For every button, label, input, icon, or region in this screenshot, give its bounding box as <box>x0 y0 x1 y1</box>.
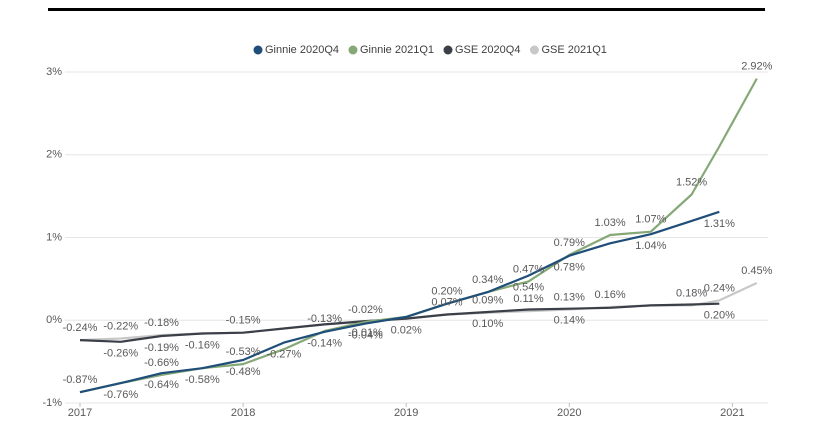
data-label: -0.24% <box>63 322 98 334</box>
series-line <box>79 302 720 343</box>
data-label: 0.34% <box>472 274 503 286</box>
legend-label: Ginnie 2021Q1 <box>360 44 434 56</box>
x-tick-label: 2019 <box>394 407 418 419</box>
data-label: 1.07% <box>635 214 666 226</box>
data-label: 0.16% <box>594 289 625 301</box>
data-label: 0.79% <box>554 237 585 249</box>
data-label: -0.87% <box>63 374 98 386</box>
legend-marker <box>253 45 263 55</box>
legend-label: GSE 2021Q1 <box>541 44 606 56</box>
data-label: -0.64% <box>144 379 179 391</box>
grid: -1% 0% 1% 2% 3% 2017 2018 2019 2020 2021 <box>42 66 768 419</box>
labels: -0.76% -0.64% -0.58% -0.48% -0.27% -0.14% -0.0… <box>63 61 773 402</box>
legend-label: Ginnie 2020Q4 <box>265 44 339 56</box>
y-tick-label: 1% <box>46 231 62 243</box>
top-rule <box>48 8 765 11</box>
data-label: -0.66% <box>144 357 179 369</box>
x-tick-label: 2021 <box>720 407 744 419</box>
data-label: -0.58% <box>185 374 220 386</box>
data-label: 0.09% <box>472 295 503 307</box>
data-label: -0.01% <box>348 327 383 339</box>
data-label: -0.76% <box>103 389 138 401</box>
data-label: 0.47% <box>513 263 544 275</box>
data-label: 1.04% <box>635 240 666 252</box>
data-label: 0.20% <box>704 310 735 322</box>
x-tick-label: 2017 <box>68 407 92 419</box>
data-label: 0.14% <box>554 315 585 327</box>
legend: Ginnie 2020Q4 Ginnie 2021Q1 GSE 2020Q4 GSE … <box>253 44 607 56</box>
data-label: 0.11% <box>513 293 544 305</box>
data-label: 1.03% <box>594 217 625 229</box>
data-label: -0.14% <box>307 338 342 350</box>
lines <box>79 78 758 394</box>
data-label: 2.92% <box>741 61 772 73</box>
data-label: -0.27% <box>266 348 301 360</box>
y-tick-label: 3% <box>46 66 62 78</box>
data-label: -0.13% <box>307 313 342 325</box>
data-label: -0.02% <box>348 304 383 316</box>
y-tick-label: 0% <box>46 314 62 326</box>
series-line <box>79 78 758 394</box>
data-label: 0.24% <box>704 282 735 294</box>
data-label: -0.19% <box>144 342 179 354</box>
x-tick-label: 2018 <box>231 407 255 419</box>
data-label: 1.31% <box>704 218 735 230</box>
legend-marker <box>443 45 453 55</box>
data-label: 0.13% <box>554 291 585 303</box>
legend-label: GSE 2020Q4 <box>455 44 520 56</box>
x-tick-label: 2020 <box>557 407 581 419</box>
series-line <box>79 210 720 394</box>
data-label: 0.54% <box>513 281 544 293</box>
data-label: 0.02% <box>391 325 422 337</box>
legend-marker <box>529 45 539 55</box>
data-label: 0.45% <box>741 265 772 277</box>
data-label: -0.04% <box>348 329 383 341</box>
data-label: -0.22% <box>103 320 138 332</box>
data-label: 0.78% <box>554 262 585 274</box>
data-label: 0.20% <box>431 286 462 298</box>
data-label: -0.53% <box>226 346 261 358</box>
data-label: 0.07% <box>431 296 462 308</box>
legend-marker <box>348 45 358 55</box>
data-label: -0.48% <box>226 366 261 378</box>
data-label: 0.18% <box>676 287 707 299</box>
data-label: -0.18% <box>144 317 179 329</box>
data-label: -0.16% <box>185 339 220 351</box>
data-label: -0.26% <box>103 348 138 360</box>
y-tick-label: 2% <box>46 149 62 161</box>
data-label: 0.10% <box>472 318 503 330</box>
y-tick-label: -1% <box>42 397 62 409</box>
data-label: -0.15% <box>226 315 261 327</box>
data-label: 1.52% <box>676 176 707 188</box>
